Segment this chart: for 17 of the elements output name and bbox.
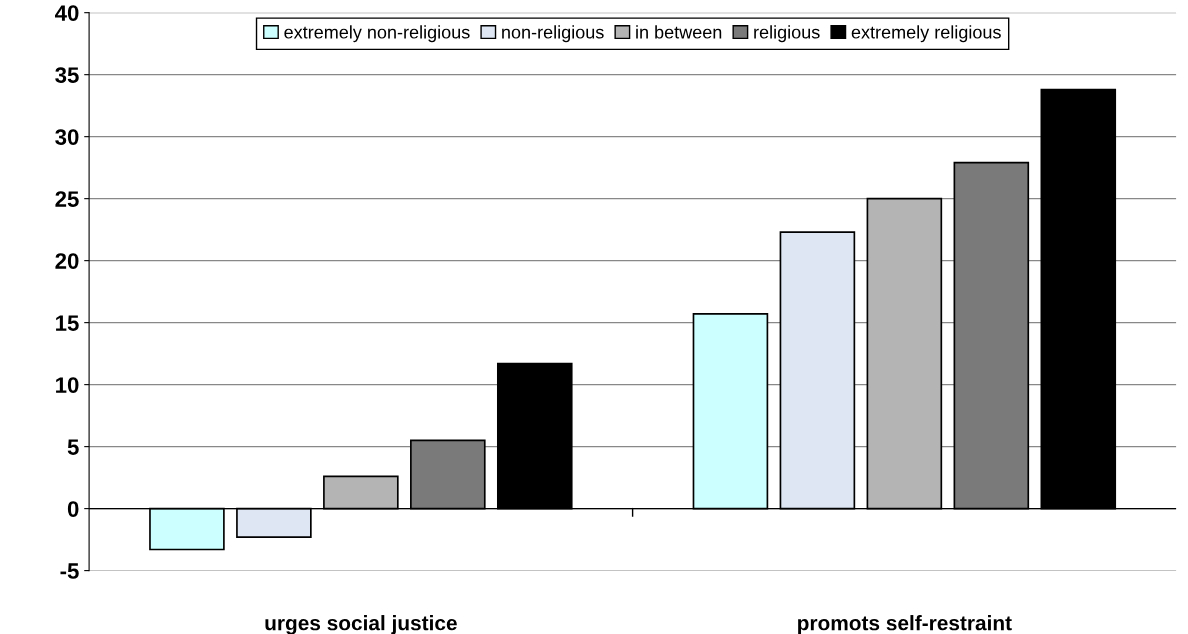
y-tick-label: 15 bbox=[56, 315, 79, 331]
y-tick-label: 20 bbox=[55, 253, 79, 269]
legend-label: extremely religious bbox=[851, 25, 1001, 43]
y-tick-label: 35 bbox=[55, 67, 79, 83]
y-tick-label: 40 bbox=[55, 5, 79, 21]
x-tick-label: promots self-restraint bbox=[798, 615, 1012, 634]
legend-label: non-religious bbox=[502, 25, 604, 43]
y-tick-label: 25 bbox=[55, 191, 79, 207]
y-tick-label: 0 bbox=[67, 501, 79, 517]
x-tick-label: urges social justice bbox=[265, 615, 457, 634]
y-tick-label: -5 bbox=[60, 563, 79, 579]
y-tick-label: 10 bbox=[56, 377, 79, 393]
y-tick-label: 5 bbox=[67, 439, 79, 455]
legend-label: religious bbox=[754, 25, 820, 43]
legend-label: in between bbox=[636, 25, 722, 39]
legend-label: extremely non-religious bbox=[284, 25, 470, 43]
y-tick-label: 30 bbox=[55, 129, 79, 145]
